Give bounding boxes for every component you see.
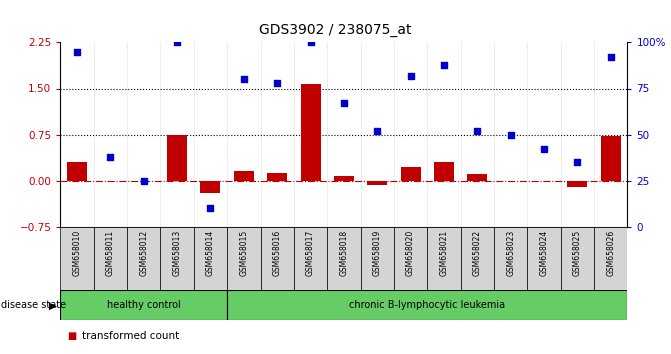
Text: GSM658010: GSM658010 — [72, 230, 82, 276]
Bar — [494, 227, 527, 290]
Bar — [561, 227, 594, 290]
Point — [72, 49, 83, 55]
Bar — [267, 173, 287, 181]
Text: GSM658021: GSM658021 — [440, 230, 448, 276]
Bar — [60, 290, 227, 320]
Point — [238, 76, 249, 82]
Bar — [460, 227, 494, 290]
Bar — [394, 227, 427, 290]
Point — [205, 205, 216, 211]
Text: GSM658016: GSM658016 — [272, 230, 282, 276]
Point — [172, 40, 183, 45]
Bar — [60, 227, 94, 290]
Bar — [427, 227, 460, 290]
Bar — [327, 227, 360, 290]
Point — [572, 159, 582, 165]
Bar — [594, 227, 627, 290]
Text: GSM658023: GSM658023 — [506, 230, 515, 276]
Text: GSM658025: GSM658025 — [573, 230, 582, 276]
Text: disease state: disease state — [1, 300, 66, 310]
Bar — [434, 162, 454, 181]
Text: GSM658026: GSM658026 — [606, 230, 615, 276]
Bar — [260, 227, 294, 290]
Bar — [367, 181, 387, 185]
Point — [372, 128, 382, 134]
Bar — [401, 167, 421, 181]
Bar — [467, 175, 487, 181]
Text: ■: ■ — [67, 331, 76, 341]
Text: GSM658012: GSM658012 — [140, 230, 148, 276]
Text: GSM658017: GSM658017 — [306, 230, 315, 276]
Text: GSM658018: GSM658018 — [340, 230, 348, 276]
Text: GSM658013: GSM658013 — [172, 230, 182, 276]
Bar — [201, 181, 221, 193]
Bar — [334, 176, 354, 181]
Text: GSM658011: GSM658011 — [106, 230, 115, 276]
Text: chronic B-lymphocytic leukemia: chronic B-lymphocytic leukemia — [349, 300, 505, 310]
Bar — [94, 227, 127, 290]
Bar — [301, 84, 321, 181]
Text: GSM658020: GSM658020 — [406, 230, 415, 276]
Bar — [527, 227, 561, 290]
Point — [539, 147, 550, 152]
Point — [138, 178, 149, 183]
Point — [605, 55, 616, 60]
Text: healthy control: healthy control — [107, 300, 180, 310]
Bar — [360, 227, 394, 290]
Text: ▶: ▶ — [49, 300, 57, 310]
Text: GSM658015: GSM658015 — [240, 230, 248, 276]
Point — [505, 132, 516, 137]
Bar — [227, 290, 627, 320]
Point — [439, 62, 450, 67]
Bar — [294, 227, 327, 290]
Bar — [568, 181, 587, 187]
Point — [472, 128, 482, 134]
Bar — [227, 227, 260, 290]
Point — [105, 154, 116, 159]
Text: GDS3902 / 238075_at: GDS3902 / 238075_at — [259, 23, 412, 37]
Point — [405, 73, 416, 79]
Bar — [160, 227, 194, 290]
Point — [305, 40, 316, 45]
Bar — [601, 136, 621, 181]
Bar — [194, 227, 227, 290]
Bar — [127, 227, 160, 290]
Text: GSM658014: GSM658014 — [206, 230, 215, 276]
Text: GSM658024: GSM658024 — [539, 230, 548, 276]
Bar — [234, 171, 254, 181]
Text: GSM658022: GSM658022 — [473, 230, 482, 276]
Point — [338, 101, 349, 106]
Bar — [67, 162, 87, 181]
Point — [272, 80, 282, 86]
Text: transformed count: transformed count — [82, 331, 179, 341]
Text: GSM658019: GSM658019 — [372, 230, 382, 276]
Bar — [167, 135, 187, 181]
